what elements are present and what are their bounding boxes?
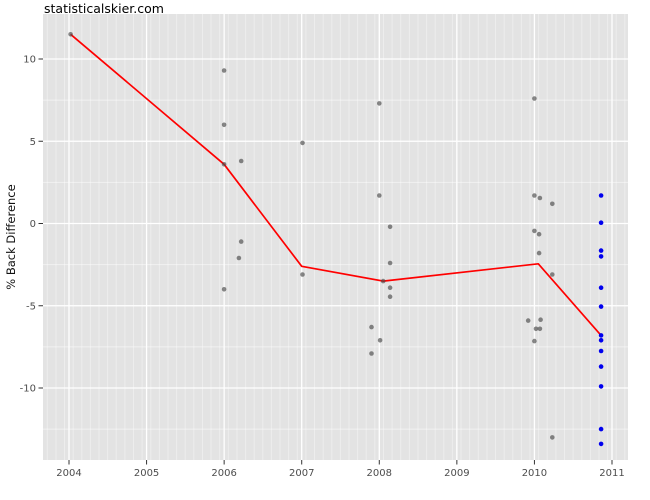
data-point-gray <box>238 239 244 244</box>
data-point-gray <box>369 324 374 330</box>
data-point-gray <box>537 195 543 201</box>
data-point-gray <box>537 326 543 332</box>
data-point-gray <box>533 326 539 332</box>
data-point-blue <box>598 426 604 432</box>
x-tick-label: 2010 <box>522 468 547 479</box>
data-point-blue <box>598 193 604 198</box>
data-point-gray <box>221 287 227 292</box>
data-point-gray <box>536 231 542 237</box>
x-tick-label: 2008 <box>367 468 392 479</box>
data-point-gray <box>532 96 537 101</box>
data-point-gray <box>238 158 244 164</box>
data-point-gray <box>387 224 393 230</box>
x-tick-label: 2007 <box>289 468 314 479</box>
data-point-blue <box>598 220 604 225</box>
y-tick-label: 5 <box>30 137 36 148</box>
data-point-gray <box>525 318 531 323</box>
data-point-gray <box>377 101 382 106</box>
data-point-gray <box>377 193 382 198</box>
data-point-blue <box>598 384 604 389</box>
data-point-blue <box>598 304 604 309</box>
data-point-gray <box>387 294 393 300</box>
y-tick-label: -10 <box>20 384 36 395</box>
data-point-blue <box>598 333 604 338</box>
data-point-gray <box>377 338 383 343</box>
data-point-blue <box>598 254 604 259</box>
x-tick-label: 2004 <box>56 468 81 479</box>
data-point-gray <box>236 255 242 261</box>
trend-line <box>70 33 602 336</box>
data-point-gray <box>532 338 537 344</box>
x-tick-label: 2006 <box>211 468 236 479</box>
data-point-blue <box>598 248 604 253</box>
data-point-blue <box>598 348 604 354</box>
y-tick-label: 0 <box>30 219 36 230</box>
data-point-gray <box>387 260 393 266</box>
data-point-gray <box>550 272 555 277</box>
data-point-gray <box>221 162 227 167</box>
page-title: statisticalskier.com <box>44 1 164 16</box>
y-tick-label: -5 <box>26 301 36 312</box>
data-point-gray <box>369 351 374 356</box>
data-point-gray <box>68 32 73 37</box>
data-point-gray <box>536 250 542 256</box>
x-tick-label: 2011 <box>599 468 624 479</box>
plot-panel <box>43 14 628 460</box>
data-point-blue <box>598 364 604 369</box>
data-point-gray <box>532 228 537 234</box>
y-tick-label: 10 <box>23 55 36 66</box>
data-point-gray <box>221 122 227 128</box>
data-point-gray <box>550 201 555 207</box>
y-axis-title: % Back Difference <box>4 184 18 290</box>
x-tick-label: 2009 <box>444 468 469 479</box>
data-point-gray <box>380 278 386 284</box>
data-point-gray <box>538 317 543 323</box>
data-point-blue <box>598 338 604 343</box>
data-point-gray <box>300 272 305 277</box>
data-point-gray <box>550 435 555 440</box>
x-tick-label: 2005 <box>134 468 159 479</box>
data-point-blue <box>598 285 604 291</box>
data-point-blue <box>598 441 604 447</box>
data-point-gray <box>300 140 305 146</box>
data-point-gray <box>221 68 227 73</box>
data-point-gray <box>387 285 393 291</box>
data-point-gray <box>532 193 537 198</box>
